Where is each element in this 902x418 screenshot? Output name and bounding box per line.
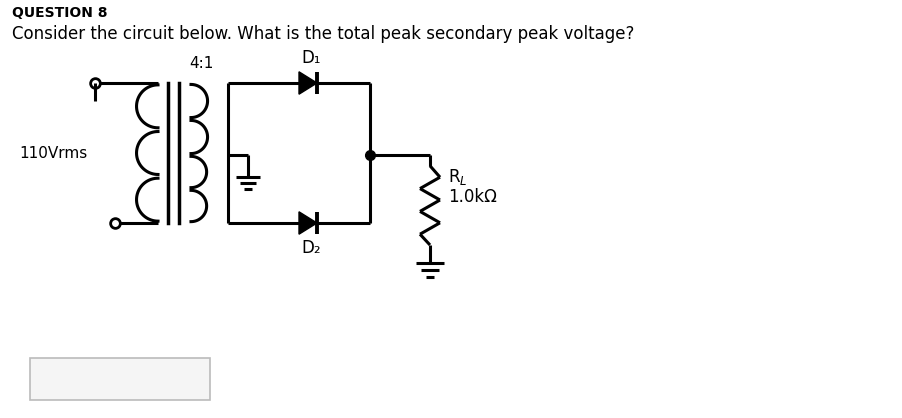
Text: D₂: D₂ xyxy=(301,239,320,257)
FancyBboxPatch shape xyxy=(30,358,210,400)
Text: 4:1: 4:1 xyxy=(189,56,213,71)
Text: Consider the circuit below. What is the total peak secondary peak voltage?: Consider the circuit below. What is the … xyxy=(12,25,634,43)
Text: 110Vrms: 110Vrms xyxy=(20,145,87,161)
Polygon shape xyxy=(299,212,317,234)
Text: QUESTION 8: QUESTION 8 xyxy=(12,6,107,20)
Text: D₁: D₁ xyxy=(301,49,320,67)
Text: R$_L$: R$_L$ xyxy=(447,167,467,187)
Polygon shape xyxy=(299,72,317,94)
Text: 1.0kΩ: 1.0kΩ xyxy=(447,188,496,206)
